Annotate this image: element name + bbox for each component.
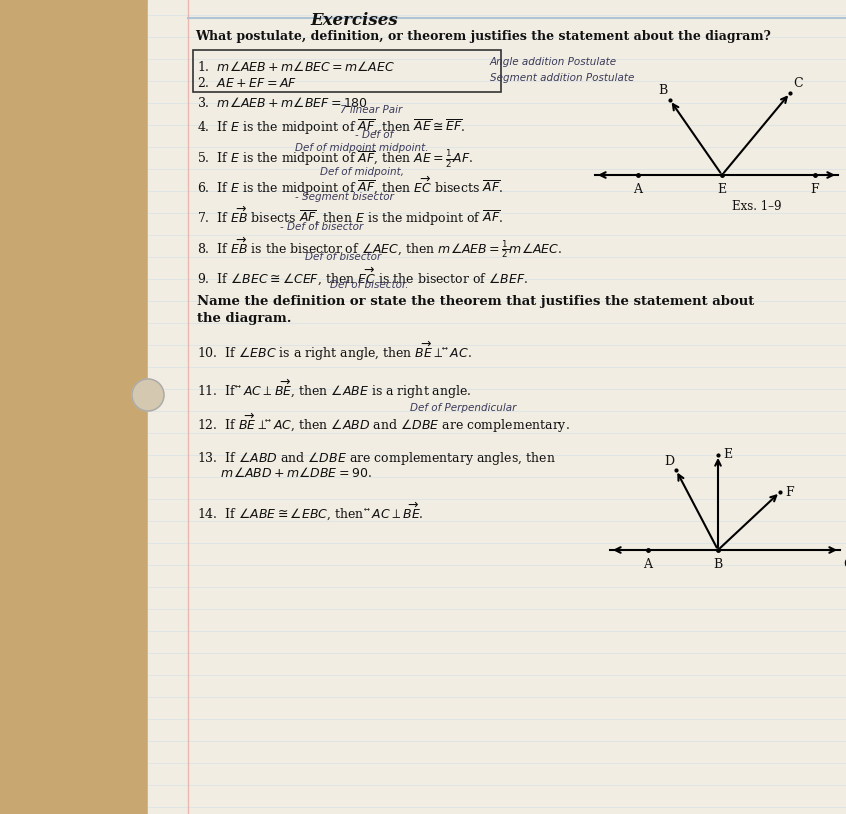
Text: - Def of: - Def of — [355, 130, 393, 140]
Text: 3.  $m\angle AEB + m\angle BEF = 180$: 3. $m\angle AEB + m\angle BEF = 180$ — [197, 96, 368, 110]
Text: 2.  $AE + EF = AF$: 2. $AE + EF = AF$ — [197, 76, 297, 90]
Text: Def of Perpendicular: Def of Perpendicular — [410, 403, 516, 413]
Text: D: D — [664, 455, 674, 468]
Text: 10.  If $\angle EBC$ is a right angle, then $\overrightarrow{BE} \perp \overleft: 10. If $\angle EBC$ is a right angle, th… — [197, 340, 472, 363]
Text: Def of midpoint midpoint.: Def of midpoint midpoint. — [295, 143, 429, 153]
Text: the diagram.: the diagram. — [197, 312, 292, 325]
Text: 9.  If $\angle BEC \cong \angle CEF$, then $\overrightarrow{EC}$ is the bisector: 9. If $\angle BEC \cong \angle CEF$, the… — [197, 265, 528, 287]
Text: 4.  If $E$ is the midpoint of $\overline{AF}$, then $\overline{AE} \cong \overli: 4. If $E$ is the midpoint of $\overline{… — [197, 118, 465, 137]
Text: 12.  If $\overrightarrow{BE} \perp \overleftrightarrow{AC}$, then $\angle ABD$ a: 12. If $\overrightarrow{BE} \perp \overl… — [197, 412, 570, 435]
Bar — [0, 0, 148, 814]
Text: 5.  If $E$ is the midpoint of $\overline{AF}$, then $AE = \frac{1}{2}AF$.: 5. If $E$ is the midpoint of $\overline{… — [197, 148, 473, 169]
Text: Exs. 1–9: Exs. 1–9 — [732, 200, 782, 213]
Text: Def of bisector: Def of bisector — [305, 252, 382, 262]
Text: A: A — [644, 558, 652, 571]
Circle shape — [132, 379, 164, 411]
Text: Exercises: Exercises — [310, 12, 398, 29]
Text: Def of midpoint,: Def of midpoint, — [320, 167, 404, 177]
Text: Def of bisector.: Def of bisector. — [330, 280, 409, 290]
Text: $m\angle ABD + m\angle DBE = 90$.: $m\angle ABD + m\angle DBE = 90$. — [197, 466, 371, 480]
Text: E: E — [723, 449, 732, 462]
Text: C: C — [793, 77, 803, 90]
Bar — [148, 0, 846, 814]
Text: C: C — [843, 558, 846, 571]
Text: 11.  If $\overleftrightarrow{AC} \perp \overrightarrow{BE}$, then $\angle ABE$ i: 11. If $\overleftrightarrow{AC} \perp \o… — [197, 378, 472, 401]
Text: Segment addition Postulate: Segment addition Postulate — [490, 73, 634, 83]
Text: 13.  If $\angle ABD$ and $\angle DBE$ are complementary angles, then: 13. If $\angle ABD$ and $\angle DBE$ are… — [197, 450, 556, 467]
Text: Name the definition or state the theorem that justifies the statement about: Name the definition or state the theorem… — [197, 295, 755, 308]
Text: 7 linear Pair: 7 linear Pair — [340, 105, 402, 115]
Text: E: E — [717, 183, 727, 196]
Text: Angle addition Postulate: Angle addition Postulate — [490, 57, 617, 67]
Text: F: F — [785, 485, 794, 498]
Text: F: F — [810, 183, 819, 196]
Text: B: B — [713, 558, 722, 571]
Text: - Segment bisector: - Segment bisector — [295, 192, 394, 202]
Text: 14.  If $\angle ABE \cong \angle EBC$, then $\overleftrightarrow{AC} \perp \over: 14. If $\angle ABE \cong \angle EBC$, th… — [197, 500, 424, 522]
Text: A: A — [634, 183, 642, 196]
Text: 8.  If $\overrightarrow{EB}$ is the bisector of $\angle AEC$, then $m\angle AEB : 8. If $\overrightarrow{EB}$ is the bisec… — [197, 235, 562, 260]
Text: 1.  $m\angle AEB + m\angle BEC = m\angle AEC$: 1. $m\angle AEB + m\angle BEC = m\angle … — [197, 60, 395, 74]
Text: 6.  If $E$ is the midpoint of $\overline{AF}$, then $\overrightarrow{EC}$ bisect: 6. If $E$ is the midpoint of $\overline{… — [197, 175, 503, 198]
Text: 7.  If $\overrightarrow{EB}$ bisects $\overline{AF}$, then $E$ is the midpoint o: 7. If $\overrightarrow{EB}$ bisects $\ov… — [197, 205, 503, 228]
Text: B: B — [659, 84, 668, 97]
Text: - Def of bisector: - Def of bisector — [280, 222, 363, 232]
Text: What postulate, definition, or theorem justifies the statement about the diagram: What postulate, definition, or theorem j… — [195, 30, 771, 43]
